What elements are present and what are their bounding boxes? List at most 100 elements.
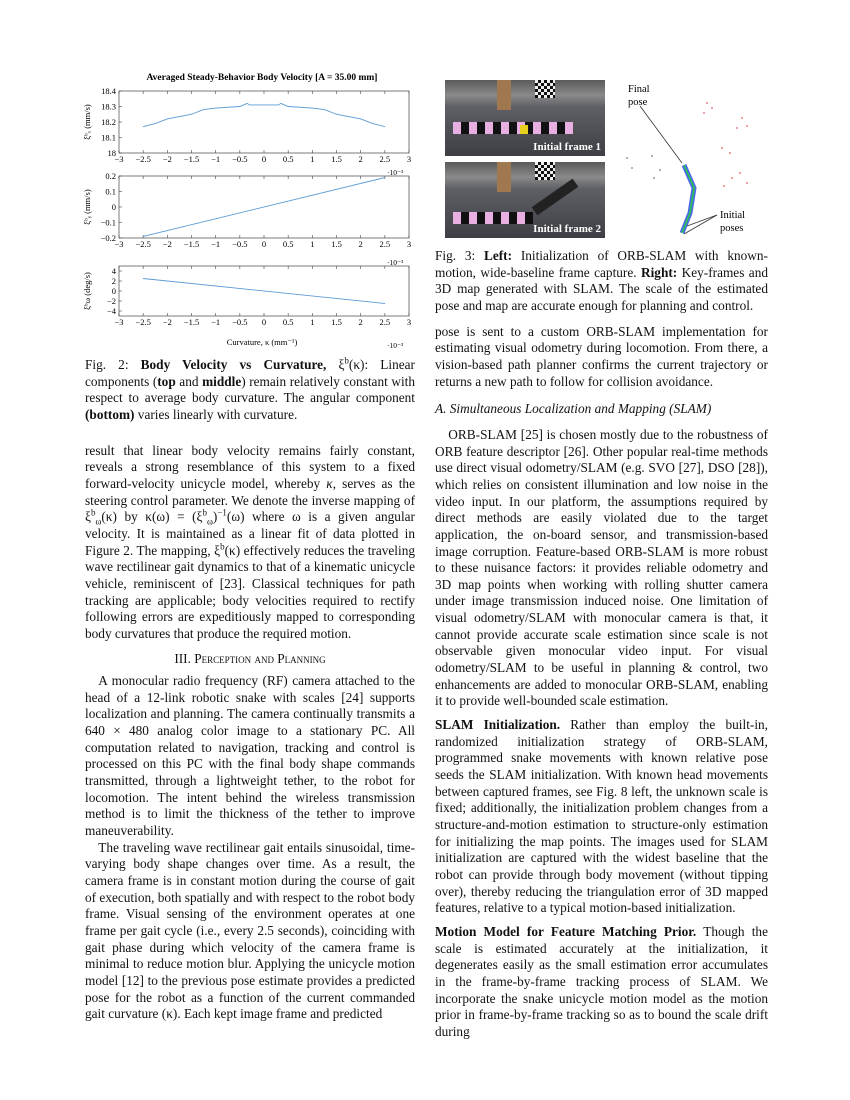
bold-text: Body Velocity vs Curvature,	[140, 357, 327, 372]
fig3-photo-frame-2: Initial frame 2	[445, 162, 605, 238]
section-heading: III. Perception and Planning	[174, 650, 326, 666]
body-velocity-chart: Averaged Steady-Behavior Body Velocity […	[82, 73, 411, 350]
data-series-line	[143, 278, 385, 304]
text-run: ξ	[326, 357, 345, 372]
y-tick-label: 18.4	[101, 86, 117, 96]
text-run: and	[175, 373, 203, 389]
x-tick-label: 0	[262, 239, 266, 249]
data-point	[215, 107, 217, 109]
text-run: pose is sent to a custom ORB-SLAM implem…	[435, 323, 768, 389]
text-run: , serves as the steering control paramet…	[85, 475, 415, 525]
x-tick-label: 0.5	[283, 239, 294, 249]
chart-title: Averaged Steady-Behavior Body Velocity […	[147, 73, 378, 83]
x-tick-label: 1	[310, 239, 314, 249]
x-tick-label: −2	[163, 317, 172, 327]
data-point	[384, 126, 386, 128]
text-run: b	[220, 541, 225, 552]
right-paragraph-1: pose is sent to a custom ORB-SLAM implem…	[435, 324, 768, 391]
y-tick-label: 0	[112, 286, 116, 296]
initial-poses-label-2: poses	[720, 223, 743, 234]
data-point	[324, 109, 325, 110]
x-tick-label: 2.5	[380, 317, 391, 327]
data-point	[278, 104, 279, 106]
x-tick-label: −2	[163, 239, 172, 249]
bold-text: Right:	[641, 264, 678, 280]
data-point	[166, 118, 168, 120]
text-run: The traveling wave rectilinear gait enta…	[85, 839, 415, 1022]
x-tick-label: 1	[310, 317, 314, 327]
text-run: ORB-SLAM [25] is chosen mostly due to th…	[435, 426, 768, 709]
x-tick-label: 2	[359, 317, 363, 327]
y-axis-label: ξᵇω (deg/s)	[82, 272, 92, 310]
text-run: Fig. 3:	[435, 248, 484, 263]
x-tick-label: 1.5	[331, 317, 342, 327]
text-run: b	[202, 507, 207, 518]
y-tick-label: 0.1	[105, 187, 116, 197]
right-paragraph-2: ORB-SLAM [25] is chosen mostly due to th…	[435, 427, 768, 710]
y-tick-label: 0.2	[105, 171, 116, 181]
data-point	[191, 113, 192, 115]
x-tick-label: −0.5	[232, 317, 247, 327]
x-tick-label: 3	[407, 239, 411, 249]
fig2-caption: Fig. 2: Body Velocity vs Curvature, ξb(κ…	[85, 356, 415, 424]
right-paragraph-3: SLAM Initialization. Rather than employ …	[435, 717, 768, 917]
x-tick-label: −2	[163, 154, 172, 164]
x-tick-label: −3	[114, 239, 123, 249]
data-point	[311, 107, 313, 109]
x-tick-label: −1.5	[184, 239, 199, 249]
text-run: Though the scale is estimated accurately…	[435, 923, 768, 1039]
text-run: (ω) where ω is a given angular velocity.…	[85, 509, 415, 558]
bold-text: (bottom)	[85, 406, 135, 422]
x-tick-label: −0.5	[232, 239, 247, 249]
data-series-line	[143, 102, 385, 128]
y-tick-label: 4	[112, 266, 117, 276]
bold-text: SLAM Initialization.	[435, 717, 561, 733]
x-tick-label: −1	[211, 239, 220, 249]
bold-text: top	[157, 373, 176, 389]
fig3-caption: Fig. 3: Left: Initialization of ORB-SLAM…	[435, 248, 768, 315]
y-axis-label: ξᵇₓ (mm/s)	[82, 104, 92, 140]
x-tick-label: −1	[211, 317, 220, 327]
text-run: varies linearly with curvature.	[134, 406, 298, 422]
x-tick-label: −1.5	[184, 317, 199, 327]
data-point	[142, 126, 144, 128]
x-tick-label: 2.5	[380, 154, 391, 164]
x-tick-label: 0	[262, 154, 266, 164]
text-run: −1	[217, 507, 227, 518]
x-tick-label: 0	[262, 317, 266, 327]
y-tick-label: 2	[112, 276, 116, 286]
data-point	[360, 118, 362, 120]
data-point	[203, 109, 204, 110]
text-run: (κ) effectively reduces the traveling wa…	[85, 542, 415, 641]
right-paragraph-4: Motion Model for Feature Matching Prior.…	[435, 924, 768, 1041]
data-point	[384, 177, 386, 178]
data-series-line	[143, 177, 385, 237]
data-point	[142, 278, 144, 279]
subsection-heading: A. Simultaneous Localization and Mapping…	[435, 401, 712, 417]
final-pose-label: Final	[628, 84, 650, 95]
data-point	[263, 104, 265, 106]
right-column: Fig. 3: Left: Initialization of ORB-SLAM…	[435, 248, 768, 1041]
x-tick-label: −2.5	[135, 317, 150, 327]
x-tick-label: −3	[114, 154, 123, 164]
text-run: b	[90, 507, 96, 518]
text-run: result that linear body velocity remains…	[85, 442, 415, 491]
x-tick-label: 2	[359, 154, 363, 164]
left-paragraph-2: A monocular radio frequency (RF) camera …	[85, 673, 415, 840]
text-run: (κ): Linear components (	[85, 357, 415, 389]
final-pose-label-2: pose	[628, 97, 648, 108]
x-tick-label: 3	[407, 317, 411, 327]
bold-text: Left:	[483, 248, 513, 263]
y-axis-label: ξᵇᵧ (mm/s)	[82, 189, 93, 225]
text-run: Key-frames and 3D map generated with SLA…	[435, 264, 769, 313]
data-point	[372, 123, 374, 124]
bold-text: Motion Model for Feature Matching Prior.	[435, 923, 697, 939]
y-tick-label: −0.2	[101, 233, 116, 243]
x-tick-label: 0.5	[283, 154, 294, 164]
x-tick-label: 2.5	[380, 239, 391, 249]
text-run: Rather than employ the built-in, randomi…	[435, 717, 768, 916]
data-point	[336, 113, 337, 115]
x-tick-label: −2.5	[135, 239, 150, 249]
text-run: (κ) by κ(ω) = (ξ	[101, 509, 203, 525]
